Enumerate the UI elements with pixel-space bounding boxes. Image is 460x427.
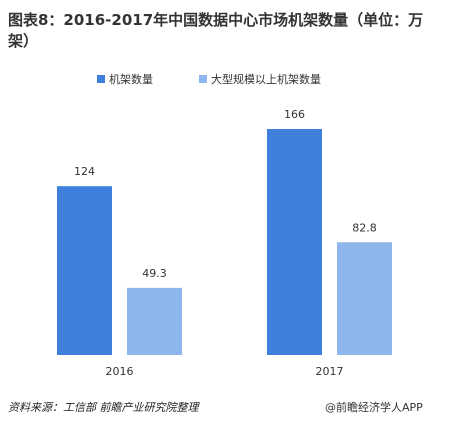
value-label: 49.3 [142, 267, 167, 280]
source: 资料来源：工信部 前瞻产业研究院整理 [8, 401, 200, 414]
value-label: 82.8 [352, 221, 377, 234]
value-label: 166 [284, 108, 305, 121]
legend-swatch [199, 75, 207, 83]
chart-title: 图表8：2016-2017年中国数据中心市场机架数量（单位：万架） [8, 11, 424, 50]
x-tick-label: 2017 [316, 365, 344, 378]
bar [127, 287, 182, 355]
value-label: 124 [74, 165, 95, 178]
bar [267, 129, 322, 355]
legend-label: 大型规模以上机架数量 [211, 72, 321, 86]
x-tick-label: 2016 [106, 365, 134, 378]
bar [337, 242, 392, 355]
legend-swatch [97, 75, 105, 83]
legend-label: 机架数量 [109, 72, 153, 86]
credit: @前瞻经济学人APP [325, 400, 423, 414]
bar [57, 186, 112, 355]
